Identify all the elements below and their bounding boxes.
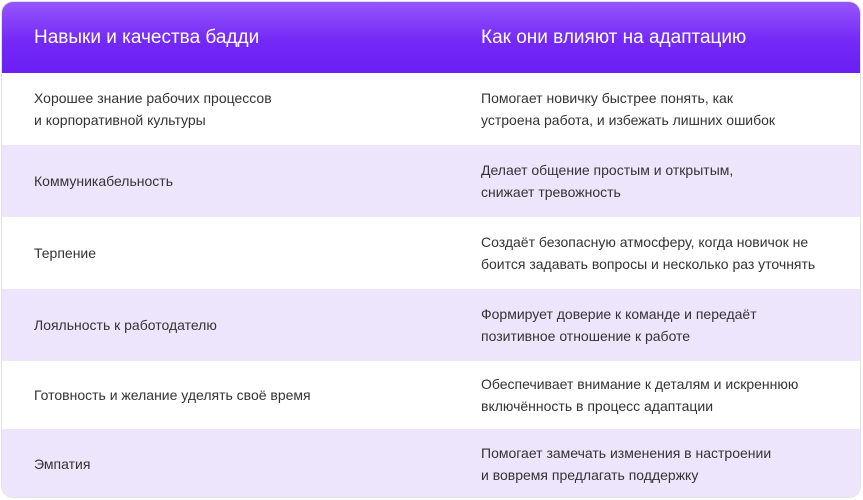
effect-text-line: Помогает замечать изменения в настроении bbox=[481, 445, 772, 461]
effect-text-line: Обеспечивает внимание к деталям и искрен… bbox=[481, 376, 799, 392]
skill-cell: Коммуникабельность bbox=[34, 170, 454, 192]
header-effect: Как они влияют на адаптацию bbox=[481, 26, 747, 48]
skill-cell: Готовность и желание уделять своё время bbox=[34, 384, 454, 406]
skill-text-line: Терпение bbox=[34, 245, 97, 261]
effect-text-line: Формирует доверие к команде и передаёт bbox=[481, 306, 757, 322]
header-skills: Навыки и качества бадди bbox=[34, 26, 260, 48]
effect-text-line: включённость в процесс адаптации bbox=[481, 398, 714, 414]
table-row: Эмпатия Помогает замечать изменения в нас… bbox=[2, 429, 860, 497]
skill-text-line: и корпоративной культуры bbox=[34, 112, 206, 128]
effect-cell: Формирует доверие к команде и передаёт по… bbox=[481, 303, 851, 347]
effect-text-line: и вовремя предлагать поддержку bbox=[481, 467, 699, 483]
skill-cell: Лояльность к работодателю bbox=[34, 314, 454, 336]
skill-cell: Терпение bbox=[34, 242, 454, 264]
skill-cell: Хорошее знание рабочих процессов и корпор… bbox=[34, 87, 454, 131]
table-row: Коммуникабельность Делает общение простым… bbox=[2, 145, 860, 217]
table-row: Лояльность к работодателю Формирует довер… bbox=[2, 289, 860, 361]
effect-cell: Помогает новичку быстрее понять, как устр… bbox=[481, 87, 851, 131]
effect-text-line: устроена работа, и избежать лишних ошибо… bbox=[481, 112, 776, 128]
effect-text-line: Делает общение простым и открытым, bbox=[481, 162, 734, 178]
table-row: Готовность и желание уделять своё время О… bbox=[2, 361, 860, 429]
effect-text-line: Создаёт безопасную атмосферу, когда нови… bbox=[481, 234, 809, 250]
table-row: Терпение Создаёт безопасную атмосферу, ко… bbox=[2, 217, 860, 289]
skill-text-line: Лояльность к работодателю bbox=[34, 317, 217, 333]
table-header: Навыки и качества бадди Как они влияют н… bbox=[2, 2, 860, 73]
effect-cell: Помогает замечать изменения в настроении… bbox=[481, 442, 851, 486]
skill-text-line: Готовность и желание уделять своё время bbox=[34, 387, 311, 403]
effect-cell: Делает общение простым и открытым, снижае… bbox=[481, 159, 851, 203]
effect-text-line: снижает тревожность bbox=[481, 184, 621, 200]
effect-text-line: Помогает новичку быстрее понять, как bbox=[481, 90, 733, 106]
skill-cell: Эмпатия bbox=[34, 453, 454, 475]
skill-text-line: Хорошее знание рабочих процессов bbox=[34, 90, 272, 106]
skill-text-line: Коммуникабельность bbox=[34, 173, 173, 189]
skill-text-line: Эмпатия bbox=[34, 456, 91, 472]
effect-text-line: боится задавать вопросы и несколько раз … bbox=[481, 256, 816, 272]
effect-cell: Создаёт безопасную атмосферу, когда нови… bbox=[481, 231, 851, 275]
table-row: Хорошее знание рабочих процессов и корпор… bbox=[2, 73, 860, 145]
effect-text-line: позитивное отношение к работе bbox=[481, 328, 691, 344]
effect-cell: Обеспечивает внимание к деталям и искрен… bbox=[481, 373, 851, 417]
